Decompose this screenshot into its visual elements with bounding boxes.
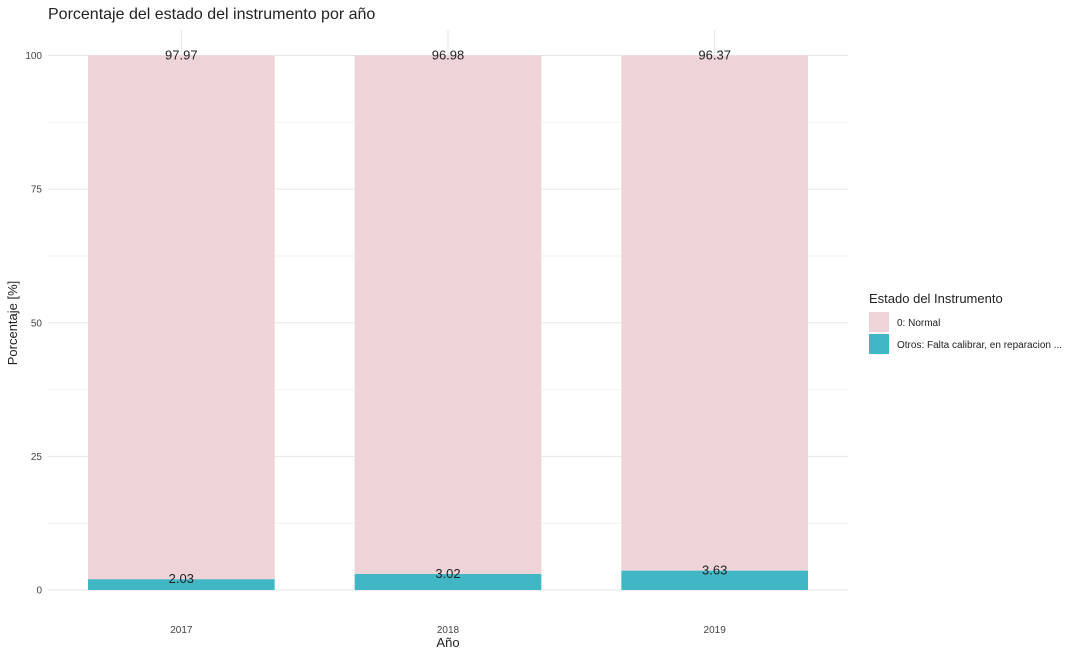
bar-segment: [354, 55, 542, 574]
axes: 0 25 50 75 100 2017 2018 2019: [25, 51, 726, 636]
data-labels: 2.03 97.97 3.02 96.98 3.63 96.37: [165, 48, 731, 587]
legend-label: Otros: Falta calibrar, en reparacion ...: [897, 340, 1062, 351]
bar-segment: [621, 55, 808, 571]
bar-segment: [621, 570, 808, 590]
y-axis-title: Porcentaje [%]: [5, 281, 20, 366]
x-tick-label: 2017: [170, 625, 193, 636]
x-axis-title: Año: [436, 635, 459, 650]
x-tick-label: 2018: [437, 625, 460, 636]
legend-key: [869, 334, 889, 354]
y-tick-label: 25: [31, 452, 43, 463]
data-label: 97.97: [165, 48, 198, 63]
chart-title: Porcentaje del estado del instrumento po…: [48, 6, 375, 23]
y-tick-label: 75: [31, 185, 43, 196]
y-tick-label: 50: [31, 318, 43, 329]
bar-segment: [88, 55, 275, 580]
data-label: 2.03: [169, 571, 194, 586]
x-tick-label: 2019: [704, 625, 727, 636]
bar-segment: [354, 573, 542, 590]
data-label: 96.98: [432, 48, 465, 63]
legend: Estado del Instrumento 0: Normal Otros: F…: [869, 291, 1062, 354]
y-tick-label: 0: [36, 586, 42, 597]
legend-key: [869, 312, 889, 332]
legend-title: Estado del Instrumento: [869, 291, 1003, 306]
y-tick-label: 100: [25, 51, 42, 62]
data-label: 3.02: [435, 566, 460, 581]
bar-segment: [88, 579, 275, 590]
data-label: 3.63: [702, 563, 727, 578]
bars: [88, 55, 808, 590]
legend-label: 0: Normal: [897, 318, 940, 329]
data-label: 96.37: [698, 48, 731, 63]
